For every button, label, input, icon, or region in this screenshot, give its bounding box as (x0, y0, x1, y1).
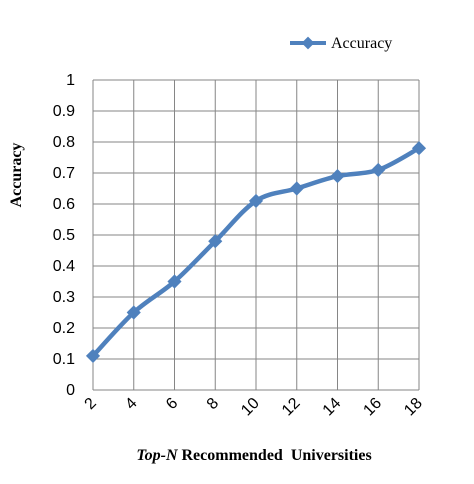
legend-marker (301, 36, 315, 50)
y-tick-label: 1 (66, 72, 75, 89)
x-axis-title: Top-N Recommended Universities (136, 447, 371, 464)
x-tick-label: 18 (401, 395, 426, 420)
x-axis-title-italic: Top-N (136, 447, 179, 464)
x-tick-label: 2 (82, 395, 100, 413)
data-point-marker (167, 274, 182, 289)
y-tick-label: 0 (66, 382, 75, 399)
grid (92, 79, 420, 391)
x-tick-label: 8 (204, 395, 222, 413)
data-point-marker (208, 234, 223, 249)
series-accuracy (85, 141, 427, 363)
x-tick-label: 4 (122, 395, 140, 413)
x-tick-label: 6 (163, 395, 181, 413)
x-tick-label: 10 (238, 395, 263, 420)
x-tick-label: 16 (360, 395, 385, 420)
y-tick-label: 0.3 (53, 289, 75, 306)
y-tick-label: 0.5 (53, 227, 75, 244)
data-point-marker (85, 348, 101, 363)
data-point-marker (248, 193, 264, 208)
y-tick-label: 0.9 (53, 103, 75, 120)
x-tick-label: 14 (320, 395, 345, 420)
data-point-marker (126, 305, 141, 320)
data-point-marker (289, 181, 304, 196)
x-axis-ticks: 2 4 6 8 10 12 14 16 18 (82, 395, 426, 420)
y-tick-label: 0.6 (53, 196, 75, 213)
y-axis-title: Accuracy (8, 143, 25, 208)
x-tick-label: 12 (279, 395, 304, 420)
y-tick-label: 0.7 (53, 165, 75, 182)
y-tick-label: 0.1 (53, 351, 75, 368)
y-tick-label: 0.2 (53, 320, 75, 337)
data-point-marker (371, 162, 386, 177)
data-point-marker (330, 169, 345, 184)
y-axis-ticks: 0 0.1 0.2 0.3 0.4 0.5 0.6 0.7 0.8 0.9 1 (53, 72, 75, 399)
legend-label: Accuracy (331, 35, 392, 52)
y-tick-label: 0.8 (53, 134, 75, 151)
y-tick-label: 0.4 (53, 258, 75, 275)
data-point-marker (411, 141, 427, 156)
x-axis-title-rest: Recommended Universities (178, 447, 372, 464)
legend: Accuracy (290, 35, 392, 52)
